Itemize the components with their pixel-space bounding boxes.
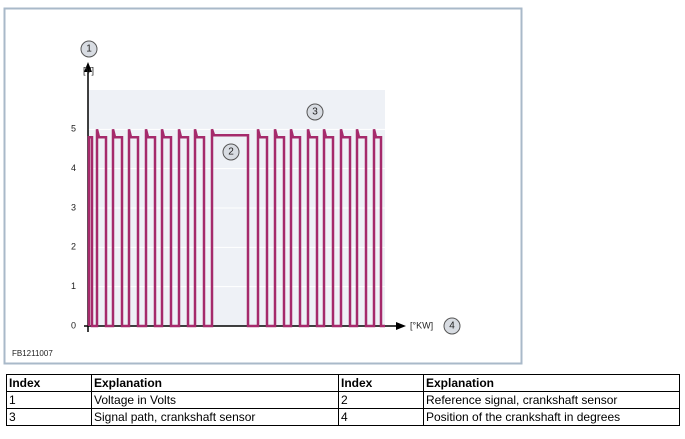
callout-label: 4 xyxy=(449,321,455,332)
header-cell: Index xyxy=(6,374,92,392)
y-tick-label: 3 xyxy=(71,202,76,212)
header-cell: Explanation xyxy=(91,374,339,392)
cell: 1 xyxy=(6,391,92,409)
header-cell: Index xyxy=(338,374,424,392)
cell: 3 xyxy=(6,408,92,426)
y-tick-label: 4 xyxy=(71,163,76,173)
cell: 2 xyxy=(338,391,424,409)
callout-label: 2 xyxy=(228,147,234,158)
x-axis-label: [°KW] xyxy=(410,320,433,330)
y-axis-label: [V] xyxy=(83,65,94,75)
table-row: 1 Voltage in Volts 2 Reference signal, c… xyxy=(6,391,680,409)
cell: Voltage in Volts xyxy=(91,391,339,409)
x-axis-arrow xyxy=(396,322,406,330)
callout: 1 xyxy=(80,40,98,58)
legend-table: Index Explanation Index Explanation 1 Vo… xyxy=(6,374,680,426)
cell: 4 xyxy=(338,408,424,426)
callout: 3 xyxy=(306,103,324,121)
y-tick-label: 2 xyxy=(71,242,76,252)
cell: Signal path, crankshaft sensor xyxy=(91,408,339,426)
y-axis-arrow xyxy=(84,62,92,72)
y-tick-label: 1 xyxy=(71,281,76,291)
cell: Reference signal, crankshaft sensor xyxy=(423,391,680,409)
callout: 4 xyxy=(443,317,461,335)
figure: 0 1 2 3 4 5 [V] [°KW] 1 2 3 4 FB1211007 xyxy=(3,7,523,365)
callout: 2 xyxy=(222,143,240,161)
callout-label: 1 xyxy=(86,44,92,55)
callout-label: 3 xyxy=(312,107,318,118)
table-header: Index Explanation Index Explanation xyxy=(6,374,680,392)
y-tick-label: 0 xyxy=(71,320,76,330)
header-cell: Explanation xyxy=(423,374,680,392)
figure-id: FB1211007 xyxy=(12,349,53,358)
signal-line xyxy=(87,128,385,328)
table-row: 3 Signal path, crankshaft sensor 4 Posit… xyxy=(6,408,680,426)
y-tick-label: 5 xyxy=(71,124,76,134)
cell: Position of the crankshaft in degrees xyxy=(423,408,680,426)
